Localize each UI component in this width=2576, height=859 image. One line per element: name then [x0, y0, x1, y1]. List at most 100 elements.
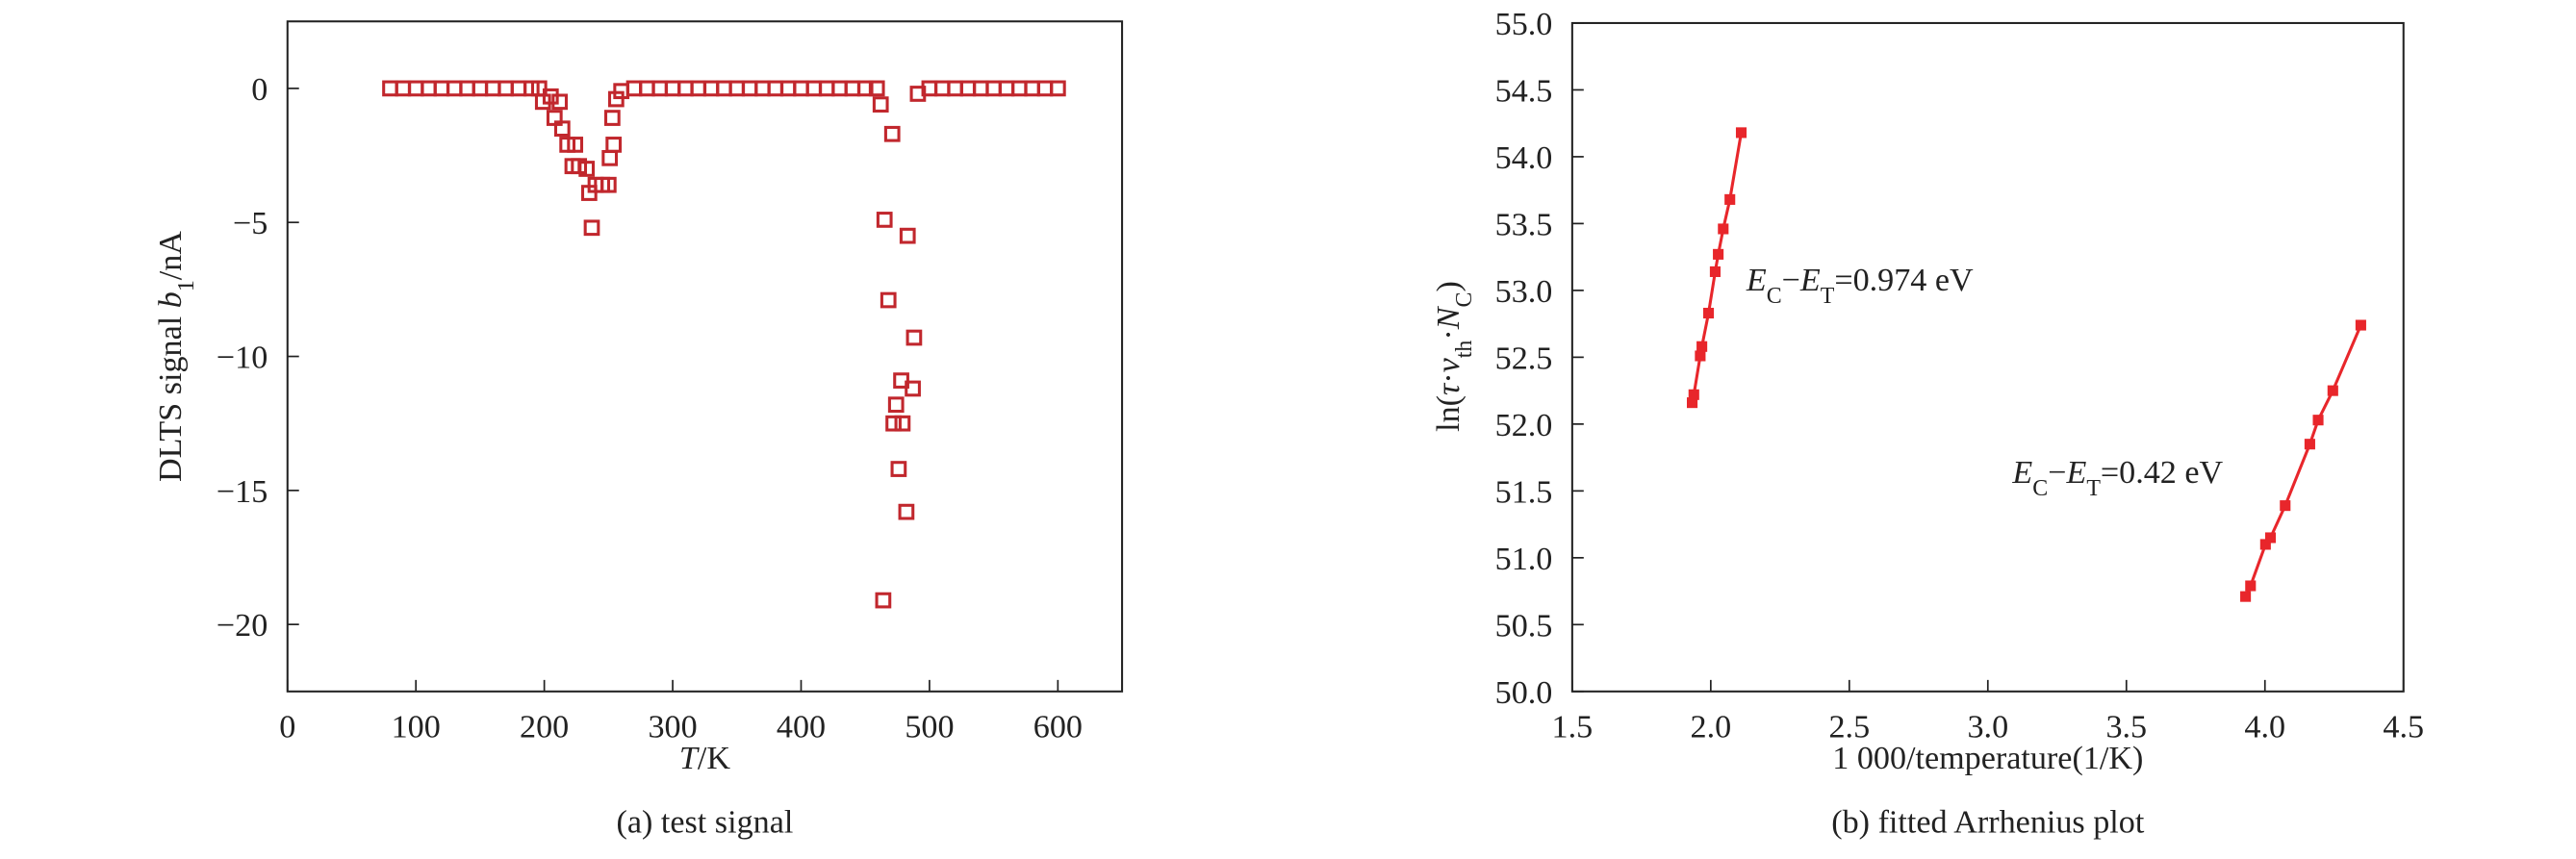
y-tick-label: −5 [233, 206, 268, 241]
annotation: EC−ET=0.42 eV [2011, 455, 2223, 501]
data-point [578, 161, 596, 177]
y-tick-label: 50.0 [1495, 675, 1553, 711]
text-part: E [1799, 263, 1821, 298]
series-line [1691, 132, 1744, 403]
data-point [1702, 307, 1715, 319]
y-tick-label: 53.5 [1495, 207, 1553, 242]
y-axis-label: ln(τ·vth·NC) [1431, 281, 1477, 432]
x-tick-label: 4.0 [2244, 710, 2285, 745]
data-point [1010, 80, 1028, 97]
data-point [603, 110, 621, 126]
data-point [702, 80, 720, 97]
y-tick-label: 50.5 [1495, 608, 1553, 644]
data-point [433, 80, 450, 97]
data-point [1709, 265, 1721, 277]
caption: (b) fitted Arrhenius plot [1831, 805, 2145, 841]
data-point [905, 380, 921, 397]
y-tick-label: −15 [217, 474, 268, 510]
series-line [2244, 324, 2362, 597]
data-point [664, 80, 681, 97]
x-axis-label: 1 000/temperature(1/K) [1832, 741, 2143, 776]
data-point [933, 80, 951, 97]
data-point [880, 291, 897, 309]
y-tick-label: 0 [251, 72, 268, 108]
data-point [421, 80, 437, 97]
x-tick-label: 4.5 [2383, 710, 2424, 745]
x-tick-label: 400 [777, 710, 826, 745]
data-point [639, 80, 655, 97]
plot-frame [286, 20, 1124, 693]
data-point [1718, 223, 1729, 235]
data-point [1036, 80, 1054, 97]
data-point [1024, 80, 1041, 97]
y-axis-label: DLTS signal b1/nA [153, 231, 199, 482]
data-point [599, 176, 617, 193]
y-tick-label: 54.5 [1495, 73, 1553, 109]
x-tick-label: 1.5 [1552, 710, 1594, 745]
y-tick-label: 51.5 [1495, 474, 1553, 510]
x-tick-label: 200 [520, 710, 569, 745]
data-point [767, 80, 784, 97]
data-point [1688, 389, 1699, 400]
data-point [716, 80, 732, 97]
data-point [1724, 193, 1736, 205]
data-point [898, 503, 915, 520]
text-part: E [2011, 455, 2032, 491]
data-point [875, 592, 892, 609]
annotation: EC−ET=0.974 eV [1746, 263, 1974, 309]
data-point [894, 415, 911, 432]
text-part: C [2032, 476, 2048, 501]
text-part: th [1452, 341, 1477, 359]
text-part: τ [1431, 382, 1467, 395]
text-part: · [1431, 329, 1467, 340]
x-tick-label: 2.0 [1691, 710, 1732, 745]
data-point [779, 80, 797, 97]
text-part: − [1782, 263, 1800, 298]
data-point [899, 227, 916, 244]
data-point [677, 80, 694, 97]
y-tick-label: 53.0 [1495, 274, 1553, 310]
data-point [890, 461, 907, 477]
text-part: E [2065, 455, 2086, 491]
data-point [583, 219, 600, 237]
data-point [741, 80, 758, 97]
data-point [2245, 580, 2257, 592]
data-point [856, 80, 874, 97]
data-point [728, 80, 746, 97]
data-point [868, 80, 885, 97]
y-tick-label: 55.0 [1495, 7, 1553, 42]
data-point [887, 396, 905, 414]
data-point [905, 329, 923, 346]
text-part: T [1821, 284, 1835, 309]
data-point [1735, 127, 1747, 139]
data-point [872, 96, 889, 113]
data-point [625, 80, 643, 97]
data-point [876, 212, 893, 228]
text-part: T [679, 741, 700, 776]
text-part: E [1746, 263, 1767, 298]
data-point [2355, 319, 2366, 331]
data-point [395, 80, 412, 97]
data-point [472, 80, 489, 97]
x-tick-label: 3.0 [1967, 710, 2008, 745]
x-tick-label: 0 [279, 710, 295, 745]
text-part: N [1431, 305, 1467, 330]
text-part: =0.974 eV [1834, 263, 1974, 298]
y-tick-label: −20 [217, 608, 268, 644]
data-point [484, 80, 501, 97]
data-point [805, 80, 823, 97]
text-part: /K [698, 741, 730, 776]
data-point [818, 80, 835, 97]
data-point [459, 80, 475, 97]
text-part: C [1452, 292, 1477, 308]
y-tick-label: 52.0 [1495, 408, 1553, 443]
text-part: v [1431, 357, 1467, 372]
caption: (a) test signal [616, 805, 793, 841]
x-tick-label: 3.5 [2105, 710, 2147, 745]
y-tick-label: 54.0 [1495, 140, 1553, 176]
x-axis-label: T/K [679, 741, 730, 776]
text-part: · [1431, 372, 1467, 383]
data-point [883, 125, 901, 142]
text-part: ) [1431, 281, 1467, 291]
data-point [601, 149, 619, 166]
